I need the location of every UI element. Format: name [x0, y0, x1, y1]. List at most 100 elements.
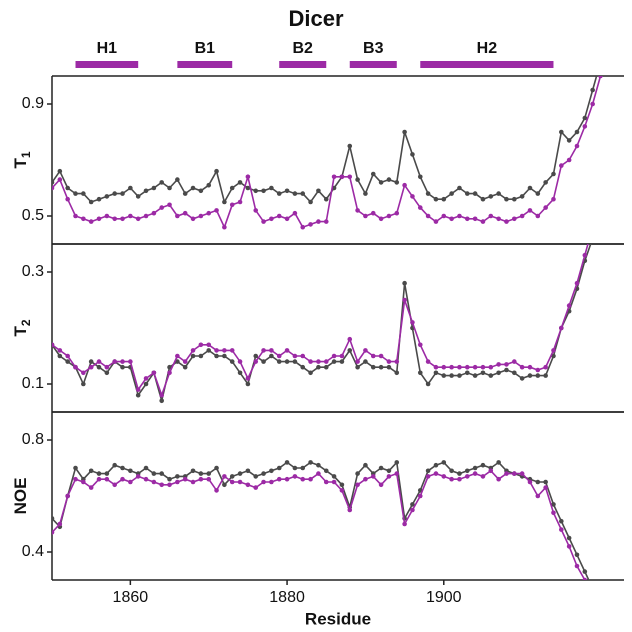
data-point [198, 213, 204, 219]
data-point [245, 185, 251, 191]
data-point [472, 465, 478, 471]
data-point [175, 479, 180, 485]
data-point [464, 364, 470, 370]
data-point [425, 359, 431, 364]
data-point [441, 474, 447, 479]
data-point [52, 180, 55, 185]
data-point [284, 359, 290, 364]
data-point [488, 468, 494, 474]
data-point [316, 188, 321, 194]
data-point [386, 474, 392, 479]
data-point [112, 359, 117, 364]
data-point [574, 129, 580, 135]
data-point [496, 362, 501, 367]
data-point [331, 479, 337, 485]
data-point [519, 213, 525, 219]
data-point [88, 468, 94, 474]
data-point [206, 476, 212, 482]
data-point [574, 280, 580, 286]
data-point [300, 191, 306, 196]
data-point [167, 482, 172, 488]
data-point [206, 210, 212, 216]
data-point [457, 364, 462, 370]
data-point [472, 373, 478, 378]
data-point [347, 143, 353, 149]
data-point [378, 465, 384, 471]
data-point [128, 479, 133, 485]
data-point [245, 468, 251, 474]
data-point [253, 485, 259, 490]
data-point [464, 216, 470, 222]
data-point [214, 208, 219, 213]
data-point [331, 353, 337, 359]
data-point [472, 471, 478, 476]
data-point [104, 476, 110, 482]
data-point [417, 493, 423, 499]
data-point [269, 353, 274, 359]
data-point [175, 359, 180, 364]
data-point [535, 213, 541, 219]
data-point [52, 185, 55, 191]
data-point [276, 476, 282, 482]
data-point [543, 479, 548, 485]
data-point [598, 203, 603, 208]
data-point [120, 465, 125, 471]
data-point [543, 364, 548, 370]
data-point [73, 364, 78, 370]
data-point [167, 185, 172, 191]
data-point [590, 592, 595, 597]
data-point [551, 348, 556, 353]
data-point [128, 468, 133, 474]
data-point [190, 479, 196, 485]
data-point [159, 205, 164, 210]
series-line [52, 76, 598, 205]
y-tick-label: 0.3 [22, 263, 44, 280]
data-point [159, 471, 164, 476]
data-point [96, 359, 102, 364]
chart-title: Dicer [288, 6, 343, 31]
data-point [57, 168, 63, 174]
data-point [276, 191, 282, 196]
data-point [222, 199, 227, 205]
x-tick-label: 1880 [269, 589, 305, 606]
data-point [535, 493, 541, 499]
data-point [559, 518, 564, 524]
data-point [582, 577, 588, 580]
data-point [143, 465, 149, 471]
data-point [57, 521, 63, 527]
data-point [590, 225, 595, 230]
data-point [535, 479, 541, 485]
data-point [206, 182, 212, 188]
y-axis-label-text: T [11, 326, 30, 337]
data-point [402, 129, 407, 135]
data-point [104, 370, 110, 376]
data-point [417, 174, 423, 180]
data-point [182, 191, 188, 196]
data-point [96, 476, 102, 482]
data-point [198, 471, 204, 476]
structure-label: B2 [293, 40, 314, 57]
data-point [433, 196, 439, 202]
data-point [284, 476, 290, 482]
data-point [543, 373, 548, 378]
data-point [370, 210, 376, 216]
data-point [464, 370, 470, 376]
data-point [167, 370, 172, 376]
data-point [582, 569, 588, 574]
data-point [449, 216, 454, 222]
data-point [57, 177, 63, 182]
data-point [316, 364, 321, 370]
data-point [441, 364, 447, 370]
data-point [606, 620, 611, 625]
data-point [316, 471, 321, 476]
data-point [449, 364, 454, 370]
data-point [598, 76, 603, 79]
data-point [339, 174, 345, 180]
data-point [551, 196, 556, 202]
data-point [206, 342, 212, 348]
data-point [323, 219, 329, 224]
data-point [229, 202, 235, 208]
data-point [120, 359, 125, 364]
data-point [198, 342, 204, 348]
data-point [347, 507, 353, 513]
